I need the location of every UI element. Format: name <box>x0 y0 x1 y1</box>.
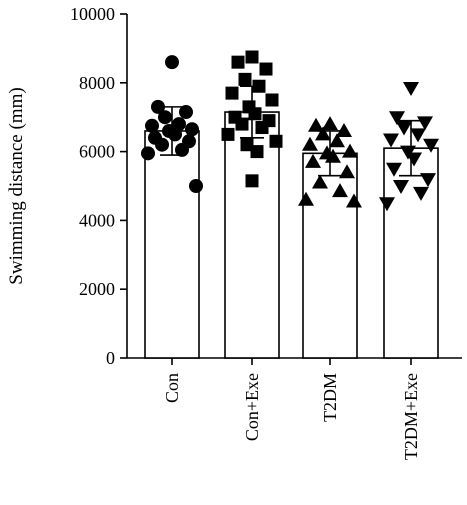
x-tick-label: Con <box>162 373 182 403</box>
data-point <box>221 127 235 141</box>
data-point <box>141 146 155 161</box>
data-point <box>145 118 159 133</box>
y-tick-label: 10000 <box>70 4 115 24</box>
data-point <box>265 93 279 107</box>
bars <box>144 111 439 359</box>
data-point <box>189 179 203 193</box>
data-point <box>389 111 405 126</box>
data-point <box>322 116 338 131</box>
data-point <box>339 164 355 179</box>
data-point <box>386 162 402 177</box>
x-tick-label: T2DM <box>320 373 340 422</box>
data-point <box>245 174 259 188</box>
data-point <box>332 183 348 198</box>
data-points <box>141 50 439 212</box>
data-point <box>168 127 182 142</box>
y-tick-label: 8000 <box>79 73 115 93</box>
data-point <box>185 122 199 137</box>
data-point <box>245 50 259 64</box>
data-point <box>238 72 252 86</box>
data-point <box>269 134 283 148</box>
data-point <box>312 174 328 189</box>
data-point <box>383 133 399 148</box>
y-tick-label: 0 <box>106 348 115 368</box>
data-point <box>298 191 314 206</box>
data-point <box>235 117 249 131</box>
data-point <box>250 145 264 159</box>
data-point <box>305 153 321 168</box>
labels: 0 2000 4000 6000 8000 10000 Swimming distance … <box>6 4 421 460</box>
data-point <box>329 133 345 148</box>
x-tick-label: T2DM+Exe <box>401 373 421 460</box>
data-point <box>158 110 172 125</box>
data-point <box>410 128 426 143</box>
y-tick-label: 4000 <box>79 210 115 230</box>
data-point <box>179 105 193 120</box>
data-point <box>393 180 409 194</box>
data-point <box>336 122 352 137</box>
data-point <box>175 142 189 157</box>
bar <box>144 130 200 359</box>
bar <box>302 152 358 359</box>
data-point <box>379 197 395 212</box>
data-point <box>325 148 341 163</box>
data-point <box>225 86 239 100</box>
data-point <box>308 117 324 132</box>
data-point <box>315 126 331 141</box>
data-point <box>396 121 412 136</box>
y-tick-label: 2000 <box>79 279 115 299</box>
data-point <box>342 143 358 158</box>
data-point <box>165 55 179 70</box>
data-point <box>259 62 273 76</box>
data-point <box>302 136 318 151</box>
data-point <box>346 193 362 208</box>
data-point <box>413 186 429 201</box>
data-point <box>420 173 436 188</box>
data-point <box>417 116 433 131</box>
data-point <box>155 137 169 152</box>
data-point <box>423 138 439 153</box>
y-axis-title: Swimming distance (mm) <box>6 87 27 284</box>
data-point <box>406 152 422 167</box>
y-tick-label: 6000 <box>79 142 115 162</box>
data-point <box>231 55 245 69</box>
data-point <box>248 107 262 121</box>
x-tick-label: Con+Exe <box>242 373 262 441</box>
data-point <box>255 121 269 135</box>
data-point <box>151 99 165 114</box>
data-point <box>252 79 266 93</box>
data-point <box>403 81 419 96</box>
data-point <box>240 138 254 152</box>
